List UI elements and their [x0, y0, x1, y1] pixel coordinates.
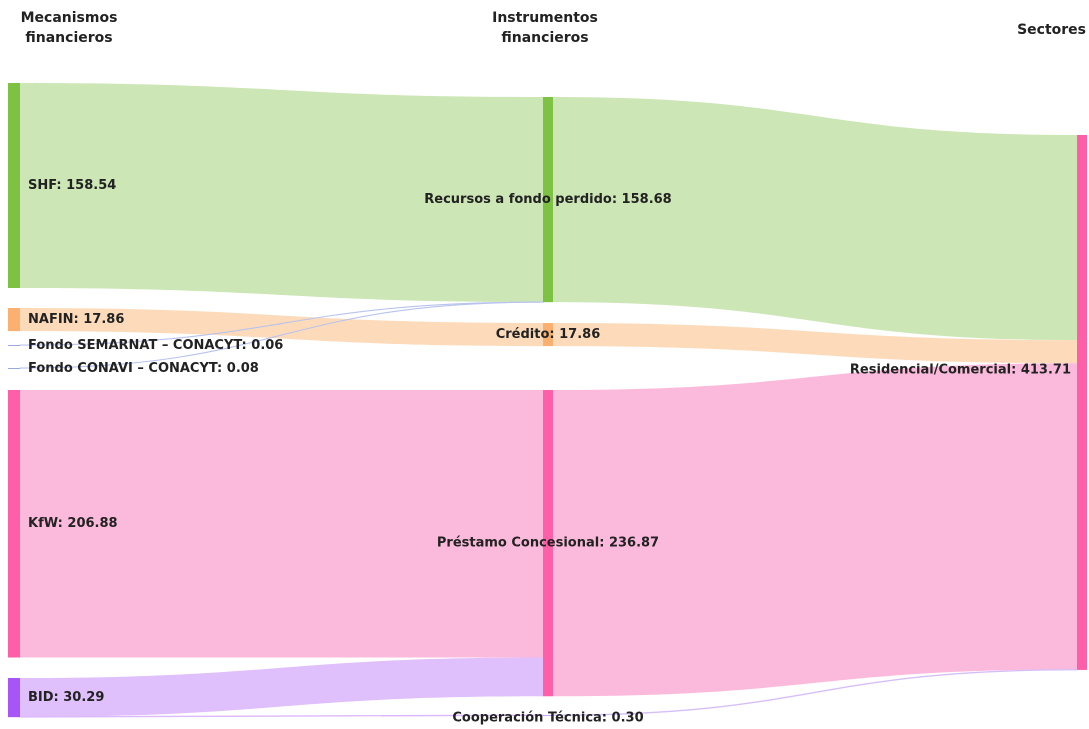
- node: [543, 715, 553, 716]
- node: [8, 83, 20, 288]
- node: [543, 323, 553, 347]
- node: [8, 390, 20, 658]
- link: [20, 657, 543, 717]
- node: [8, 308, 20, 332]
- link: [20, 83, 543, 302]
- node: [543, 97, 553, 303]
- node: [8, 368, 20, 369]
- node: [8, 345, 20, 346]
- node: [543, 390, 553, 697]
- node-label: Fondo CONAVI – CONACYT: 0.08: [28, 361, 259, 376]
- node-label: Recursos a fondo perdido: 158.68: [424, 192, 671, 207]
- column-header: Mecanismos financieros: [20, 10, 118, 46]
- link: [553, 323, 1077, 364]
- column-header: Sectores: [1017, 22, 1086, 38]
- node-label: SHF: 158.54: [28, 178, 116, 193]
- link: [553, 97, 1077, 341]
- link: [20, 390, 543, 658]
- column-header: Instrumentos financieros: [492, 10, 598, 46]
- node-label: Fondo SEMARNAT – CONACYT: 0.06: [28, 338, 283, 353]
- link: [20, 308, 543, 347]
- node-label: KfW: 206.88: [28, 516, 118, 531]
- node-label: BID: 30.29: [28, 690, 104, 705]
- link: [553, 363, 1077, 697]
- node-label: Crédito: 17.86: [496, 327, 601, 342]
- node-label: Cooperación Técnica: 0.30: [452, 711, 643, 726]
- node: [1077, 135, 1087, 670]
- node-label: Residencial/Comercial: 413.71: [850, 363, 1071, 378]
- node-label: Préstamo Concesional: 236.87: [437, 536, 659, 551]
- node-label: NAFIN: 17.86: [28, 312, 124, 327]
- node: [8, 678, 20, 718]
